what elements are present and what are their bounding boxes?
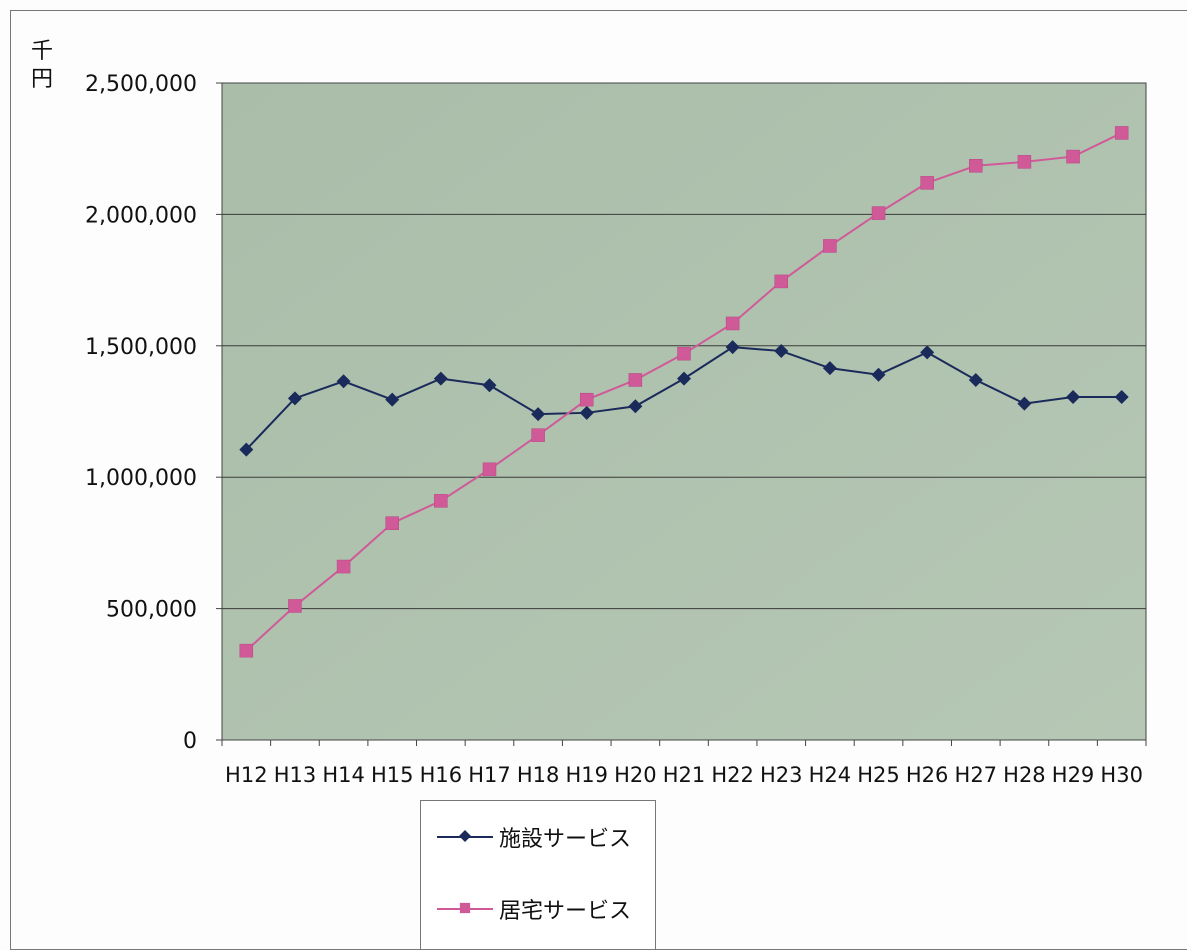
data-point <box>677 371 691 386</box>
legend-item-series-0: 施設サービス <box>437 821 631 853</box>
y-tick-label: 1,500,000 <box>85 335 197 360</box>
x-tick-label: H20 <box>614 763 657 787</box>
data-point <box>1017 396 1032 411</box>
x-tick-label: H27 <box>955 763 998 787</box>
data-point <box>434 494 448 508</box>
x-tick-label: H25 <box>857 763 900 787</box>
square-marker-icon <box>459 902 471 914</box>
data-point <box>920 345 935 360</box>
data-point <box>482 378 497 393</box>
legend: 施設サービス 居宅サービス <box>420 800 656 950</box>
x-tick-label: H24 <box>809 763 852 787</box>
y-axis-ticks: 0 500,000 1,000,000 1,500,000 2,000,000 2,500… <box>85 72 222 754</box>
data-point <box>482 462 497 477</box>
data-point <box>969 159 983 173</box>
diamond-marker-icon <box>459 830 471 842</box>
x-tick-label: H29 <box>1052 763 1095 787</box>
x-tick-label: H13 <box>274 763 317 787</box>
data-point <box>920 176 934 190</box>
data-point <box>968 372 983 387</box>
x-tick-label: H19 <box>565 763 608 787</box>
y-tick-label: 0 <box>183 729 197 754</box>
y-tick-label: 2,500,000 <box>85 72 197 97</box>
x-tick-label: H12 <box>225 763 268 787</box>
data-point <box>385 392 400 407</box>
data-point <box>239 442 254 457</box>
y-tick-label: 500,000 <box>106 598 197 623</box>
data-point <box>1017 155 1032 169</box>
data-point <box>822 361 837 376</box>
x-tick-label: H28 <box>1003 763 1046 787</box>
data-point <box>288 599 302 613</box>
data-point <box>287 391 302 406</box>
data-point <box>239 643 254 658</box>
series-layer <box>239 126 1129 658</box>
y-tick-label: 1,000,000 <box>85 466 197 491</box>
data-point <box>774 344 789 359</box>
data-point <box>531 407 546 422</box>
x-tick-label: H17 <box>468 763 511 787</box>
x-tick-label: H18 <box>517 763 560 787</box>
legend-label-series-1: 居宅サービス <box>499 899 632 924</box>
x-tick-label: H16 <box>420 763 463 787</box>
data-point <box>336 559 351 574</box>
legend-label-series-0: 施設サービス <box>499 827 632 852</box>
data-point <box>1066 149 1080 164</box>
legend-line-icon <box>437 830 493 842</box>
data-point <box>725 340 740 355</box>
data-point <box>1114 390 1129 405</box>
data-point <box>774 274 789 289</box>
plot-area <box>221 82 1147 741</box>
x-axis-ticks: H12 H13 H14 H15 H16 H17 H18 H19 H20 H21 H22 H23 H24 H… <box>221 740 1147 787</box>
legend-line-icon <box>437 902 493 914</box>
y-tick-label: 2,000,000 <box>85 203 197 228</box>
data-point <box>1066 390 1081 405</box>
gridlines <box>222 213 1146 610</box>
data-point <box>725 316 740 331</box>
x-tick-label: H26 <box>906 763 949 787</box>
x-tick-label: H30 <box>1100 763 1143 787</box>
x-tick-label: H23 <box>760 763 803 787</box>
legend-item-series-1: 居宅サービス <box>437 893 631 925</box>
x-tick-label: H22 <box>711 763 754 787</box>
data-point <box>628 373 643 387</box>
series-0 <box>239 340 1129 457</box>
data-point <box>677 346 691 361</box>
y-axis-unit-label: 千円 <box>30 39 53 92</box>
data-point <box>336 374 351 389</box>
data-point <box>385 516 399 530</box>
x-tick-label: H15 <box>371 763 414 787</box>
data-point <box>433 371 448 386</box>
data-point <box>823 239 837 253</box>
data-point <box>579 392 594 407</box>
data-point <box>871 367 886 382</box>
data-point <box>1114 126 1129 140</box>
data-point <box>579 405 594 420</box>
series-1 <box>239 126 1129 658</box>
x-tick-label: H14 <box>322 763 365 787</box>
data-point <box>531 428 545 442</box>
data-point <box>871 206 886 220</box>
x-tick-label: H21 <box>663 763 706 787</box>
data-point <box>628 399 643 414</box>
